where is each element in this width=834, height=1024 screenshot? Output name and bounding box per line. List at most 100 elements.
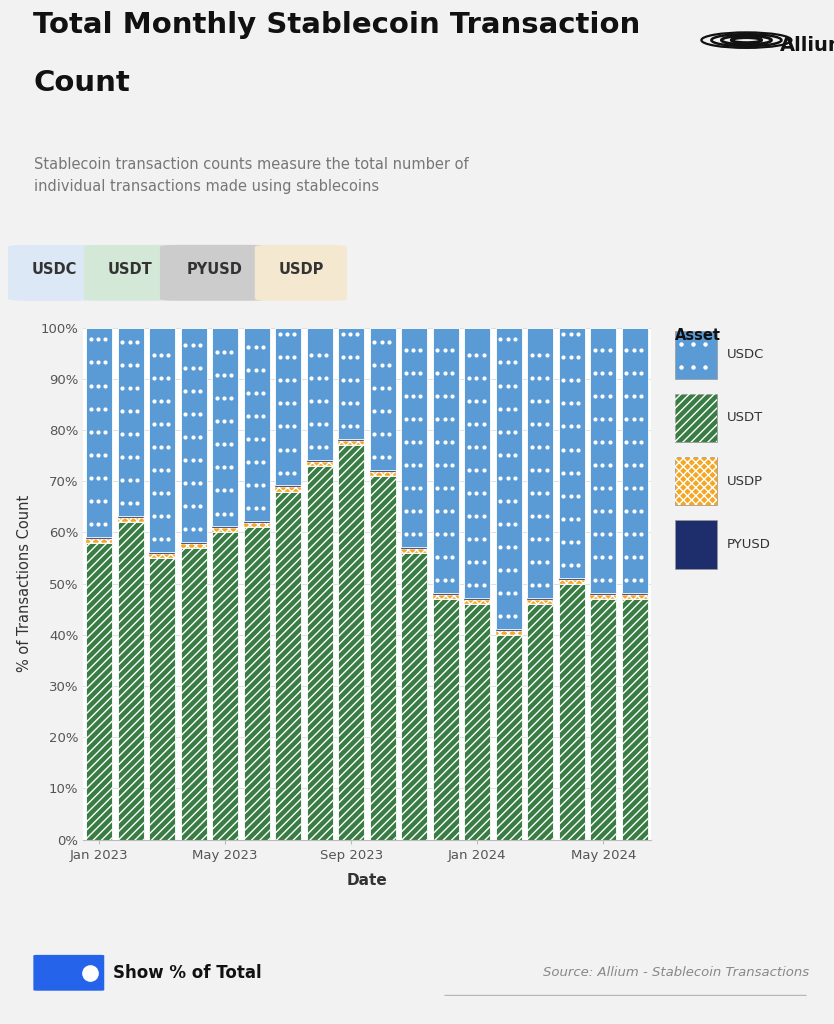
Bar xyxy=(496,328,521,629)
Text: Total Monthly Stablecoin Transaction: Total Monthly Stablecoin Transaction xyxy=(33,11,641,40)
Bar xyxy=(465,604,490,840)
Bar xyxy=(181,542,207,544)
Bar xyxy=(181,548,207,840)
Bar xyxy=(86,543,112,840)
X-axis label: Date: Date xyxy=(347,872,387,888)
Bar xyxy=(433,593,459,595)
Bar xyxy=(339,439,364,441)
Bar xyxy=(433,599,459,840)
FancyBboxPatch shape xyxy=(675,331,716,379)
Bar xyxy=(307,462,333,466)
Bar xyxy=(496,635,521,840)
Bar xyxy=(590,595,616,599)
Bar xyxy=(559,328,585,578)
Bar xyxy=(590,328,616,593)
Bar xyxy=(401,553,427,840)
Bar xyxy=(149,552,175,554)
Bar xyxy=(118,518,143,522)
Bar xyxy=(118,328,143,516)
Bar xyxy=(465,600,490,604)
Bar xyxy=(213,532,238,840)
Bar xyxy=(401,547,427,549)
Bar xyxy=(275,487,301,492)
FancyBboxPatch shape xyxy=(675,393,716,442)
Bar xyxy=(307,462,333,466)
Bar xyxy=(181,328,207,542)
Bar xyxy=(496,635,521,840)
Bar xyxy=(496,631,521,635)
Bar xyxy=(622,595,648,599)
Bar xyxy=(213,526,238,528)
Bar xyxy=(244,328,269,521)
Bar xyxy=(622,599,648,840)
Bar xyxy=(339,441,364,445)
Bar xyxy=(401,328,427,547)
Bar xyxy=(369,472,395,476)
Bar xyxy=(369,476,395,840)
Bar xyxy=(339,445,364,840)
Bar xyxy=(275,328,301,485)
Bar xyxy=(275,485,301,487)
Bar xyxy=(369,472,395,476)
Bar xyxy=(622,599,648,840)
Bar xyxy=(86,328,112,537)
Text: Asset: Asset xyxy=(675,328,721,343)
FancyBboxPatch shape xyxy=(675,520,716,568)
Bar xyxy=(496,631,521,635)
Text: PYUSD: PYUSD xyxy=(186,262,242,278)
Bar xyxy=(307,466,333,840)
FancyBboxPatch shape xyxy=(160,245,269,301)
Bar xyxy=(213,532,238,840)
Text: Source: Allium - Stablecoin Transactions: Source: Allium - Stablecoin Transactions xyxy=(543,967,809,979)
Bar xyxy=(433,595,459,599)
Text: Count: Count xyxy=(33,69,130,97)
Bar xyxy=(118,522,143,840)
Bar xyxy=(213,528,238,532)
Y-axis label: % of Transactions Count: % of Transactions Count xyxy=(18,495,33,673)
FancyBboxPatch shape xyxy=(8,245,100,301)
Bar xyxy=(86,537,112,539)
Bar xyxy=(527,328,553,598)
Bar xyxy=(590,593,616,595)
Bar xyxy=(559,578,585,580)
Bar xyxy=(339,445,364,840)
FancyBboxPatch shape xyxy=(33,954,104,991)
Text: USDT: USDT xyxy=(108,262,153,278)
Bar xyxy=(275,492,301,840)
Bar xyxy=(433,599,459,840)
Bar xyxy=(181,544,207,548)
Bar xyxy=(149,554,175,558)
Bar xyxy=(244,523,269,527)
Bar xyxy=(401,553,427,840)
Bar xyxy=(118,522,143,840)
Bar xyxy=(213,528,238,532)
Bar xyxy=(339,328,364,439)
Bar xyxy=(622,595,648,599)
Bar xyxy=(433,328,459,593)
FancyBboxPatch shape xyxy=(255,245,347,301)
Bar xyxy=(118,516,143,518)
Bar xyxy=(559,580,585,584)
Bar xyxy=(433,595,459,599)
Bar xyxy=(275,487,301,492)
Bar xyxy=(527,600,553,604)
Bar xyxy=(622,328,648,593)
Bar xyxy=(149,558,175,840)
Text: USDC: USDC xyxy=(32,262,77,278)
Bar xyxy=(118,518,143,522)
Bar xyxy=(244,527,269,840)
Bar xyxy=(244,521,269,523)
Bar xyxy=(465,598,490,600)
Bar xyxy=(339,441,364,445)
Bar xyxy=(559,584,585,840)
Bar xyxy=(369,328,395,470)
Bar xyxy=(590,599,616,840)
Bar xyxy=(86,539,112,543)
Bar xyxy=(149,554,175,558)
Text: PYUSD: PYUSD xyxy=(727,538,771,551)
Bar xyxy=(590,599,616,840)
Bar xyxy=(213,328,238,526)
Bar xyxy=(465,604,490,840)
FancyBboxPatch shape xyxy=(675,457,716,506)
Bar xyxy=(149,558,175,840)
